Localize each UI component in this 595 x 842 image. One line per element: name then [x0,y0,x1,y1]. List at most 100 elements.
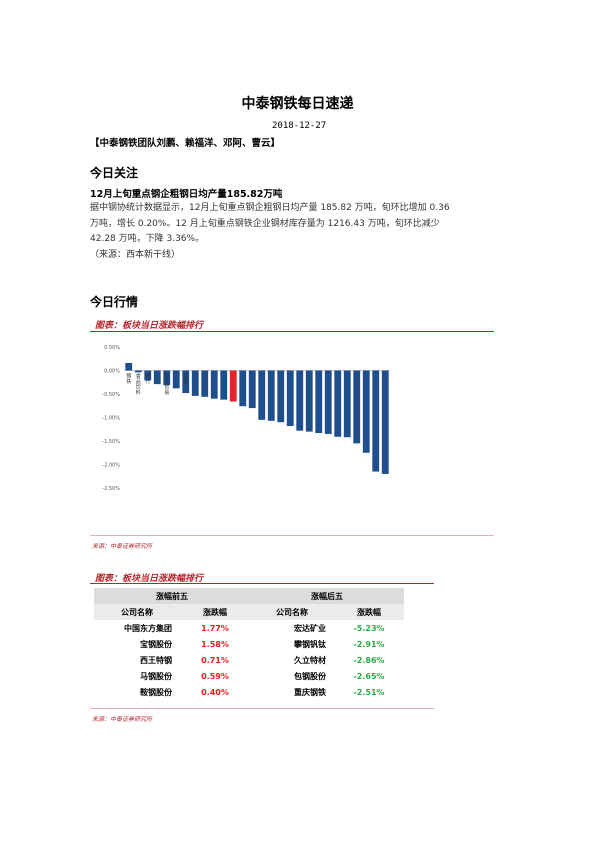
chart-bars [125,362,389,474]
news-body: 据中钢协统计数据显示，12月上旬重点钢企粗钢日均产量 185.82 万吨，旬环比… [90,201,498,263]
chart-bar [277,370,285,423]
top-company: 鞍钢股份 [140,687,172,697]
figure2-top-rule [90,583,434,584]
chart-bar [343,370,351,438]
table-row: 西王特钢 0.71% 久立特材 -2.86% [94,652,404,668]
y-tick-label: -2.00% [102,463,120,469]
table-row: 马钢股份 0.59% 包钢股份 -2.65% [94,668,404,684]
bottom-company: 重庆钢铁 [294,687,326,697]
chart-bar [248,370,256,409]
x-tick-label: 易 [164,390,169,396]
table-row: 鞍钢股份 0.40% 重庆钢铁 -2.51% [94,684,404,700]
chart-bar [258,370,266,420]
x-tick-label: 业 [164,378,169,385]
chart-bar [362,370,370,453]
chart-bar [144,370,152,381]
chart-bar [324,370,332,434]
bottom-change: -2.86% [353,655,385,665]
chart-bar [191,370,199,396]
figure1-title: 图表：板块当日涨跌幅排行 [95,321,204,331]
rank-table: 涨幅前五 涨幅后五 公司名称 涨跌幅 公司名称 涨跌幅 中国东方集团 1.77%… [94,588,404,700]
top-company: 西王特钢 [140,655,172,665]
chart-bar [334,370,342,437]
chart-bar [239,370,247,407]
bottom-company: 攀钢钒钛 [294,639,326,649]
x-tick-label: 钢 [126,373,131,380]
chart-bar [134,370,142,373]
x-tick-label: 银 [145,373,150,380]
sector-bar-chart: 0.50% 0.00% -0.50% -1.00% -1.50% -2.00% -2.50%… [102,345,390,492]
chart-bar [267,370,275,421]
chart-bar [220,370,228,400]
top-change: 0.40% [201,687,229,697]
chart-bar [296,370,304,431]
x-tick-label: 料 [136,389,141,396]
chart-bar [153,370,161,385]
top-company: 马钢股份 [140,671,172,681]
col-header-change: 涨跌幅 [334,604,404,620]
figure2-source: 来源：中泰证券研究所 [92,716,153,723]
col-header-company: 公司名称 [250,604,334,620]
chart-bar [229,370,237,402]
chart-bar [286,370,294,426]
chart-bar [315,370,323,434]
x-tick-label: 业 [183,378,188,385]
chart-bar [125,362,133,371]
chart-bar [305,370,313,432]
figure1-bottom-rule [90,535,494,536]
bottom-company: 包钢股份 [294,671,326,681]
top-five-header: 涨幅前五 [94,588,250,604]
chart-bar [172,370,180,389]
figure2-title: 图表：板块当日涨跌幅排行 [95,574,204,584]
news-headline: 12月上旬重点钢企粗钢日均产量185.82万吨 [90,189,283,200]
bottom-five-header: 涨幅后五 [250,588,404,604]
table-row: 宝钢股份 1.58% 攀钢钒钛 -2.91% [94,636,404,652]
top-change: 0.59% [201,671,229,681]
bottom-change: -2.91% [353,639,385,649]
top-change: 1.58% [201,639,229,649]
today-focus-heading: 今日关注 [90,166,139,180]
chart-bar [353,370,361,444]
y-tick-label: -2.50% [102,486,120,492]
x-tick-label: 品 [136,379,141,385]
table-row: 中国东方集团 1.77% 宏达矿业 -5.23% [94,620,404,636]
top-change: 0.71% [201,655,229,665]
x-tick-label: 食 [136,373,141,380]
x-tick-label: 行 [145,378,150,385]
report-date: 2018-12-27 [272,121,327,131]
chart-bar [182,370,190,394]
news-line: 42.28 万吨，下降 3.36%。 [90,234,205,244]
bottom-company: 久立特材 [294,655,326,665]
news-line: 据中钢协统计数据显示，12月上旬重点钢企粗钢日均产量 185.82 万吨，旬环比… [90,203,450,213]
market-heading: 今日行情 [90,295,139,309]
figure2-bottom-rule [90,708,434,709]
y-tick-label: -1.50% [102,439,120,445]
col-header-change: 涨跌幅 [180,604,250,620]
top-company: 宝钢股份 [140,639,172,649]
figure1-source: 来源：中泰证券研究所 [92,543,153,550]
chart-bar [201,370,209,397]
y-tick-label: -0.50% [102,392,120,398]
top-change: 1.77% [201,623,229,633]
bottom-change: -2.51% [353,687,385,697]
chart-bar [372,370,380,472]
figure1-top-rule [90,331,494,332]
x-tick-label: 饮 [136,384,141,391]
y-tick-label: 0.00% [104,369,120,375]
x-tick-label: 铁 [126,378,131,385]
x-tick-label: 农 [183,373,188,380]
top-company: 中国东方集团 [124,623,172,633]
news-source: （来源：西本新干线） [90,249,181,260]
chart-bar [381,370,389,474]
page-title: 中泰钢铁每日速递 [241,96,354,112]
col-header-company: 公司名称 [94,604,180,620]
x-tick-label: 商 [164,373,169,380]
y-tick-label: 0.50% [104,345,120,351]
team-credit: 【中泰钢铁团队刘鹏、赖福洋、邓阿、曹云】 [90,138,281,149]
chart-bar [210,370,218,399]
bottom-change: -2.65% [353,671,385,681]
y-tick-label: -1.00% [102,416,120,422]
bottom-company: 宏达矿业 [294,623,326,633]
x-tick-label: 贸 [164,384,169,391]
